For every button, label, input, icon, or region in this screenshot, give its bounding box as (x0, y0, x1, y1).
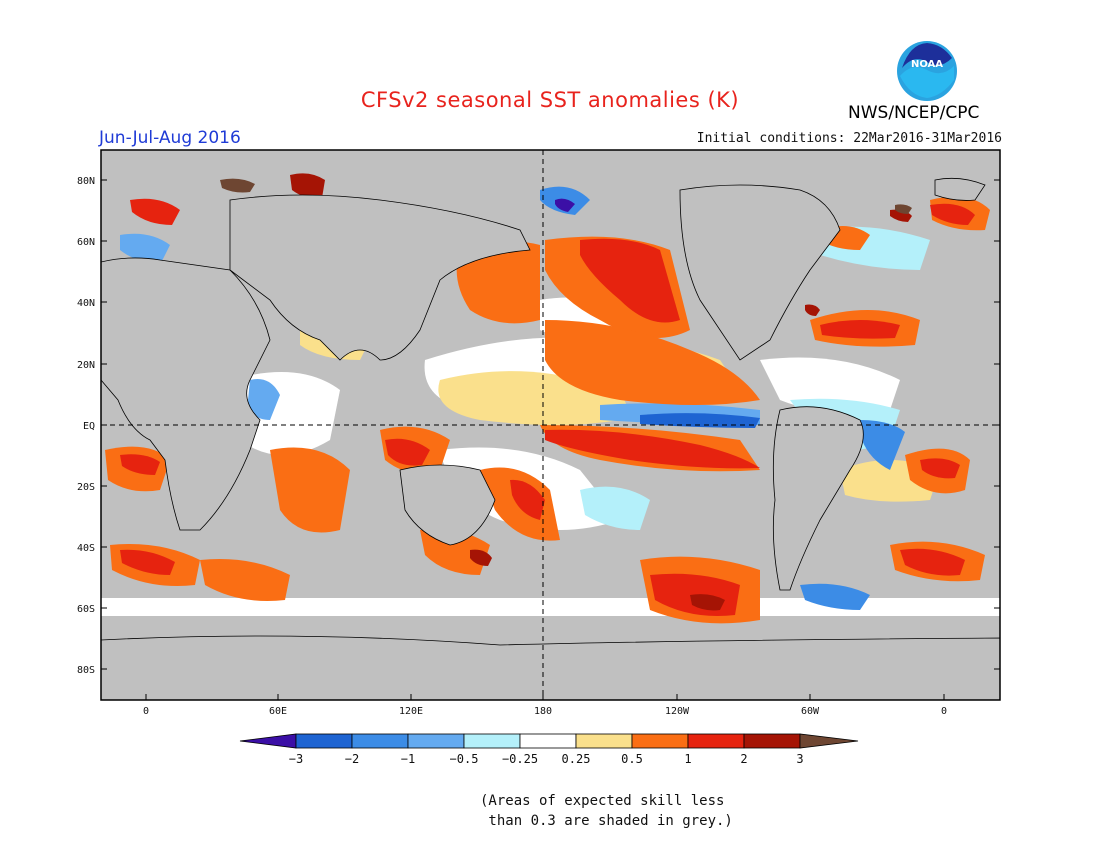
lon-label-0: 0 (143, 706, 149, 717)
colorbar-ticks: −3 −2 −1 −0.5 −0.25 0.25 0.5 1 2 3 (289, 752, 804, 766)
colorbar-tick: −1 (401, 752, 415, 766)
colorbar-segment-neg1-neg05 (407, 733, 465, 749)
lon-label-120w: 120W (665, 706, 690, 717)
lon-label-60w: 60W (801, 706, 820, 717)
colorbar-tick: −3 (289, 752, 303, 766)
australia-land (399, 464, 496, 546)
colorbar-tick: −2 (345, 752, 359, 766)
colorbar-segment-025-05 (575, 733, 633, 749)
colorbar-tick: 3 (796, 752, 803, 766)
colorbar-tick: 0.5 (621, 752, 643, 766)
skill-note-line-1: (Areas of expected skill less (480, 793, 725, 809)
noaa-logo-text: NOAA (911, 59, 943, 70)
lat-label-20n: 20N (77, 360, 95, 371)
colorbar-segment-above-3 (799, 733, 859, 749)
lat-label-20s: 20S (77, 482, 95, 493)
lat-label-40s: 40S (77, 543, 95, 554)
longitude-axis: 0 60E 120E 180 120W 60W 0 (143, 694, 947, 717)
initial-conditions: Initial conditions: 22Mar2016-31Mar2016 (696, 131, 1002, 146)
lat-label-40n: 40N (77, 298, 95, 309)
skill-note: (Areas of expected skill less than 0.3 a… (480, 791, 733, 831)
asia-land (229, 194, 531, 361)
colorbar-segment-neg3-neg2 (295, 733, 353, 749)
colorbar (239, 733, 859, 749)
lat-label-80n: 80N (77, 176, 95, 187)
colorbar-segment-2-3 (743, 733, 801, 749)
agency-label: NWS/NCEP/CPC (848, 103, 980, 123)
colorbar-tick: −0.5 (450, 752, 479, 766)
lat-label-60s: 60S (77, 604, 95, 615)
colorbar-tick: 2 (740, 752, 747, 766)
south-america-land (772, 406, 864, 591)
lon-label-180: 180 (534, 706, 552, 717)
lon-label-60e: 60E (269, 706, 287, 717)
forecast-period: Jun-Jul-Aug 2016 (99, 128, 241, 148)
lat-label-60n: 60N (77, 237, 95, 248)
lat-label-eq: EQ (83, 421, 95, 432)
colorbar-segment-neg05-neg025 (463, 733, 521, 749)
skill-note-line-2: than 0.3 are shaded in grey.) (480, 813, 733, 829)
colorbar-tick: −0.25 (502, 752, 538, 766)
lon-label-120e: 120E (399, 706, 423, 717)
latitude-axis: 80N 60N 40N 20N EQ 20S 40S 60S 80S (77, 176, 1000, 676)
north-america-land (679, 184, 841, 361)
colorbar-segment-05-1 (631, 733, 689, 749)
map-title: CFSv2 seasonal SST anomalies (K) (360, 88, 740, 112)
coastlines (101, 177, 1000, 700)
colorbar-segment-neg2-neg1 (351, 733, 409, 749)
colorbar-segment-1-2 (687, 733, 745, 749)
greenland-land (934, 177, 986, 201)
colorbar-tick: 1 (684, 752, 691, 766)
colorbar-segment-below-neg3 (239, 733, 297, 749)
lat-label-80s: 80S (77, 665, 95, 676)
noaa-logo-icon: NOAA (897, 41, 957, 101)
lon-label-0-east: 0 (941, 706, 947, 717)
antarctica-land (101, 635, 1000, 700)
colorbar-tick: 0.25 (562, 752, 591, 766)
colorbar-segment-neg025-025 (519, 733, 577, 749)
